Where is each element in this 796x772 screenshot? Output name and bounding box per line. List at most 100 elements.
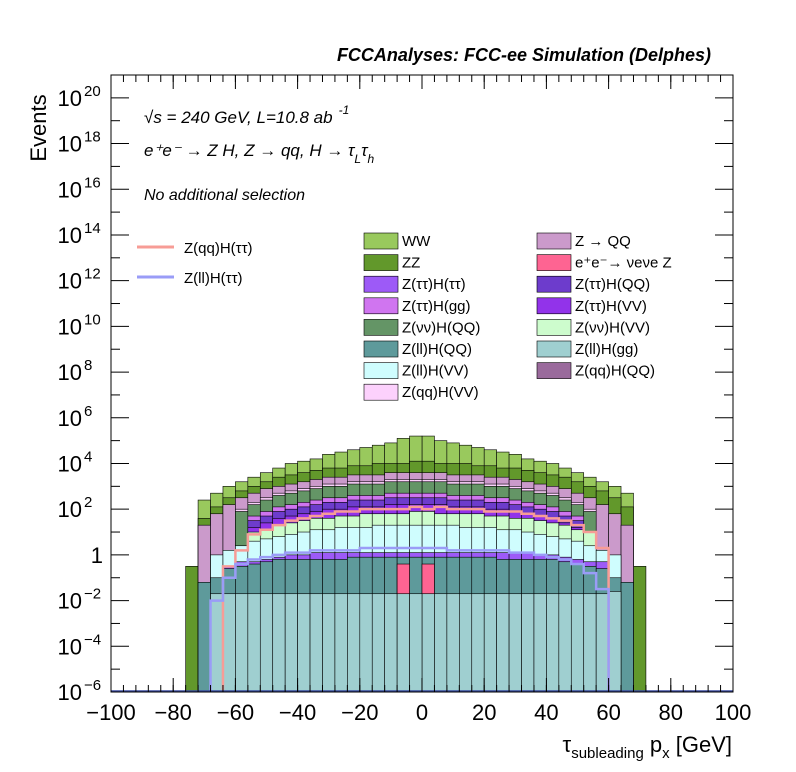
legend-label: Z(ll)H(ττ)	[184, 270, 243, 287]
bar	[570, 593, 585, 693]
x-tick-label: 80	[659, 700, 683, 725]
y-tick-label: 10	[58, 406, 82, 431]
legend-backgrounds-col2: Z → QQ e⁺e⁻→ νeνe Z Z(ττ)H(QQ) Z(ττ)H(VV) Z(…	[536, 232, 672, 380]
bar	[284, 593, 298, 693]
y-tick-label: 10	[58, 497, 82, 522]
y-tick-label: 10	[58, 314, 82, 339]
series-Z(ll)H(gg)	[210, 591, 622, 693]
y-tick-exponent: 16	[84, 174, 101, 191]
y-axis-label: Events	[26, 94, 51, 161]
y-tick-exponent: 18	[84, 129, 101, 146]
legend-swatch	[363, 383, 399, 401]
legend-label: Z(ττ)H(QQ)	[575, 276, 650, 293]
y-tick-label: 10	[58, 223, 82, 248]
bar	[297, 593, 311, 693]
y-tick-exponent: −6	[84, 677, 101, 694]
legend-label: Z(ττ)H(ττ)	[402, 276, 466, 293]
bar	[185, 566, 199, 693]
x-tick-label: −60	[217, 700, 254, 725]
bar	[471, 593, 485, 693]
legend-swatch	[363, 340, 399, 358]
legend-swatch	[536, 232, 572, 250]
x-tick-label: 60	[596, 700, 620, 725]
legend-swatch	[363, 362, 399, 379]
bar	[309, 593, 323, 693]
legend-signals: Z(qq)H(ττ) Z(ll)H(ττ)	[137, 240, 253, 287]
bar	[558, 593, 572, 693]
y-tick-exponent: 20	[84, 83, 101, 100]
process-sub-l: L	[354, 152, 361, 166]
legend-swatch	[536, 297, 572, 315]
x-axis-label-sub: subleading	[571, 745, 644, 762]
bar	[496, 593, 510, 693]
legend-swatch	[536, 275, 572, 293]
bar	[483, 593, 497, 693]
legend-label: Z(qq)H(ττ)	[184, 240, 253, 257]
legend-label: e⁺e⁻→ νeνe Z	[575, 255, 672, 272]
bar	[322, 593, 336, 693]
y-tick-exponent: 2	[84, 494, 92, 511]
bar	[533, 593, 547, 693]
axes: −100 −80 −60 −40 −20 0 20 40 60 80 10010−610−410−2…	[58, 74, 752, 725]
process-annotation: e⁺e⁻ → Z H, Z → qq, H → τLτh	[144, 141, 374, 166]
bar	[197, 582, 211, 693]
bar	[633, 566, 647, 693]
legend-label: Z(ττ)H(gg)	[402, 298, 471, 315]
x-tick-label: 40	[534, 700, 558, 725]
legend-backgrounds-col1: WW ZZ Z(ττ)H(ττ) Z(ττ)H(gg) Z(νν)H(QQ) Z(ll)H…	[363, 232, 480, 401]
x-tick-label: −20	[341, 700, 378, 725]
bar	[595, 593, 609, 693]
bar	[583, 593, 597, 693]
legend-label: WW	[402, 233, 431, 250]
x-tick-label: 20	[472, 700, 496, 725]
legend-label: ZZ	[402, 255, 420, 272]
legend-label: Z(qq)H(VV)	[402, 384, 479, 401]
bar	[334, 593, 348, 693]
x-axis-label-p: p	[644, 732, 662, 757]
legend-swatch	[536, 254, 572, 271]
process-text: e⁺e⁻ → Z H, Z → qq, H → τ	[144, 141, 356, 160]
y-tick-label: 10	[58, 634, 82, 659]
bar	[508, 593, 522, 693]
y-tick-label: 10	[58, 132, 82, 157]
bar	[521, 593, 535, 693]
legend-swatch	[363, 254, 399, 271]
bar	[434, 593, 448, 693]
bar	[620, 582, 634, 693]
bar	[359, 593, 373, 693]
bar	[409, 593, 423, 693]
stack-bars	[185, 435, 647, 693]
energy-exponent: -1	[339, 103, 350, 117]
bar	[546, 593, 560, 693]
legend-swatch	[363, 275, 399, 293]
bar	[259, 593, 274, 693]
selection-annotation: No additional selection	[144, 187, 305, 204]
x-tick-label: −100	[86, 700, 136, 725]
y-tick-exponent: 14	[84, 220, 101, 237]
legend-swatch	[536, 319, 572, 336]
energy-text: √s = 240 GeV, L=10.8 ab	[144, 108, 333, 127]
process-tau: τ	[361, 141, 369, 160]
x-axis-label-main: τ	[563, 732, 572, 757]
bar	[608, 591, 622, 693]
x-tick-label: −40	[279, 700, 316, 725]
legend-label: Z(νν)H(VV)	[575, 319, 650, 336]
plot-frame	[110, 74, 734, 693]
x-tick-label: 0	[416, 700, 428, 725]
legend-swatch	[363, 297, 399, 315]
y-tick-label: 10	[58, 177, 82, 202]
bar	[347, 593, 361, 693]
y-tick-exponent: −2	[84, 586, 101, 603]
x-tick-label: 100	[715, 700, 752, 725]
y-tick-exponent: −4	[84, 631, 101, 648]
y-tick-label: 1	[91, 543, 103, 568]
bar	[272, 593, 286, 693]
bar	[421, 593, 435, 693]
bar	[210, 593, 224, 693]
bar	[222, 593, 236, 693]
legend-label: Z(ll)H(VV)	[402, 363, 469, 380]
legend-label: Z(ll)H(QQ)	[402, 341, 472, 358]
bar	[459, 593, 473, 693]
bar	[371, 593, 385, 693]
